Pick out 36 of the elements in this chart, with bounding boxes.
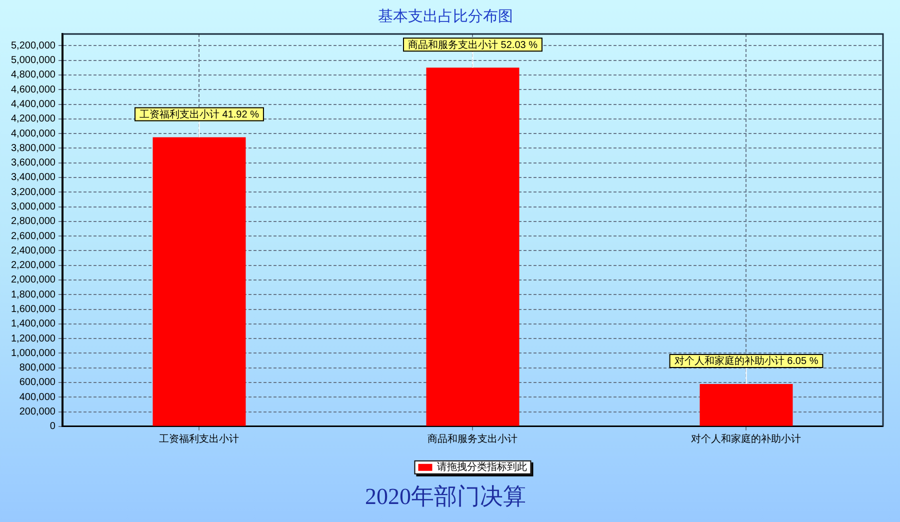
y-tick-label: 2,200,000: [10, 260, 56, 272]
annotation: 商品和服务支出小计 52.03 %: [408, 38, 538, 51]
y-tick-label: 800,000: [19, 362, 56, 374]
annotation: 对个人和家庭的补助小计 6.05 %: [674, 355, 818, 368]
y-tick-label: 5,000,000: [10, 55, 56, 66]
y-tick-label: 1,600,000: [10, 304, 56, 316]
y-tick-label: 600,000: [19, 377, 56, 388]
y-tick-label: 2,800,000: [10, 216, 56, 228]
y-tick-label: 3,600,000: [10, 158, 56, 169]
legend-label: 请拖拽分类指标到此: [437, 461, 528, 474]
y-tick-label: 2,400,000: [10, 245, 56, 256]
y-tick-label: 4,400,000: [10, 99, 56, 110]
y-tick-label: 5,200,000: [10, 40, 56, 52]
x-tick-label: 对个人和家庭的补助小计: [691, 433, 802, 446]
y-tick-label: 3,800,000: [10, 142, 56, 154]
y-tick-label: 4,000,000: [10, 128, 56, 140]
text: 2020年部门决算: [365, 484, 526, 510]
y-tick-label: 2,600,000: [10, 230, 56, 242]
y-tick-label: 2,000,000: [10, 274, 56, 286]
y-tick-label: 400,000: [19, 392, 56, 403]
annotation: 工资福利支出小计 41.92 %: [139, 108, 260, 120]
y-tick-label: 0: [50, 421, 56, 432]
x-tick-label: 商品和服务支出小计: [428, 433, 518, 446]
y-tick-label: 4,800,000: [10, 70, 56, 81]
y-tick-label: 200,000: [19, 406, 56, 418]
y-tick-label: 1,200,000: [10, 333, 56, 344]
y-tick-label: 1,400,000: [10, 318, 56, 330]
y-tick-label: 3,400,000: [10, 172, 56, 184]
y-tick-label: 1,000,000: [10, 348, 56, 359]
y-tick-label: 3,000,000: [10, 202, 56, 213]
x-tick-label: 工资福利支出小计: [159, 433, 240, 446]
y-tick-label: 4,600,000: [10, 84, 56, 96]
y-tick-label: 4,200,000: [10, 114, 56, 125]
y-tick-label: 1,800,000: [10, 289, 56, 300]
chart-title: 基本支出占比分布图: [378, 8, 513, 25]
y-tick-label: 3,200,000: [10, 186, 56, 198]
